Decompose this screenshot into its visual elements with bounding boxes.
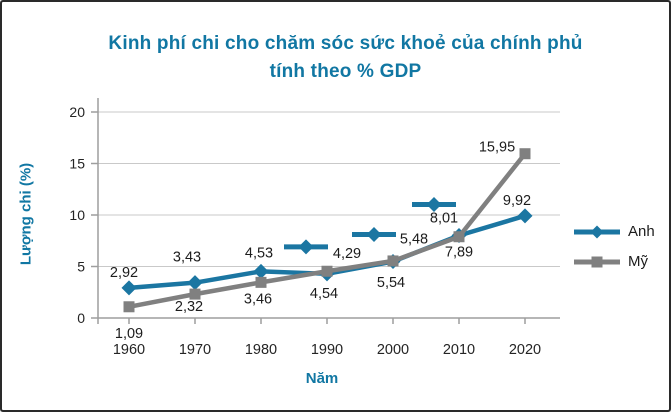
y-tick-label: 10 — [69, 207, 85, 223]
x-tick-label: 2010 — [443, 342, 475, 358]
y-tick-label: 20 — [69, 104, 85, 120]
legend: Anh Mỹ — [573, 223, 655, 270]
data-label-legend-key-marker — [298, 239, 314, 255]
y-tick-label: 15 — [69, 156, 85, 172]
data-label: 5,48 — [400, 232, 428, 248]
x-tick-label: 2020 — [509, 342, 541, 358]
data-point-marker-mỹ — [321, 265, 333, 277]
legend-label-anh: Anh — [628, 223, 655, 240]
data-point-marker-mỹ — [519, 148, 531, 160]
legend-item-anh: Anh — [573, 223, 655, 240]
x-tick-label: 2000 — [377, 342, 409, 358]
data-point-marker-anh — [517, 208, 533, 224]
x-axis-title: Năm — [305, 370, 339, 387]
data-label: 8,01 — [430, 210, 458, 226]
legend-sample-icon — [574, 225, 620, 238]
data-point-marker-mỹ — [123, 301, 135, 313]
y-tick-label: 5 — [77, 259, 85, 275]
data-point-marker-mỹ — [255, 276, 267, 288]
y-tick-label: 0 — [77, 310, 85, 326]
data-label-legend-key-marker — [366, 227, 382, 243]
data-label: 3,43 — [173, 250, 201, 266]
data-label: 4,29 — [333, 246, 361, 262]
legend-sample-icon — [574, 256, 620, 267]
chart-title-line1: Kinh phí chi cho chăm sóc sức khoẻ của c… — [108, 33, 583, 54]
data-label: 5,54 — [377, 275, 405, 291]
my-line-square-icon — [573, 254, 621, 270]
anh-line-diamond-icon — [573, 224, 621, 240]
data-label: 4,54 — [310, 286, 338, 302]
data-label: 3,46 — [244, 291, 272, 307]
chart-title-line2: tính theo % GDP — [269, 61, 422, 82]
data-point-marker-anh — [187, 275, 203, 291]
data-point-marker-mỹ — [189, 288, 201, 300]
x-tick-label: 1970 — [179, 342, 211, 358]
data-point-marker-mỹ — [453, 231, 465, 243]
chart-title: Kinh phí chi cho chăm sóc sức khoẻ của c… — [32, 30, 659, 86]
data-label: 4,53 — [245, 245, 273, 261]
legend-label-my: Mỹ — [628, 253, 648, 270]
data-label: 9,92 — [503, 193, 531, 209]
data-label: 2,92 — [110, 265, 138, 281]
x-tick-label: 1990 — [311, 342, 343, 358]
x-tick-label: 1960 — [113, 342, 145, 358]
data-point-marker-anh — [121, 280, 137, 296]
data-point-marker-anh — [253, 263, 269, 279]
data-label: 1,09 — [115, 326, 143, 342]
data-label: 2,32 — [175, 299, 203, 315]
data-label: 7,89 — [445, 245, 473, 261]
data-label-legend-key-marker — [426, 196, 442, 212]
x-tick-label: 1980 — [245, 342, 277, 358]
legend-item-my: Mỹ — [573, 253, 655, 270]
data-point-marker-mỹ — [387, 255, 399, 267]
data-label: 15,95 — [479, 140, 515, 156]
